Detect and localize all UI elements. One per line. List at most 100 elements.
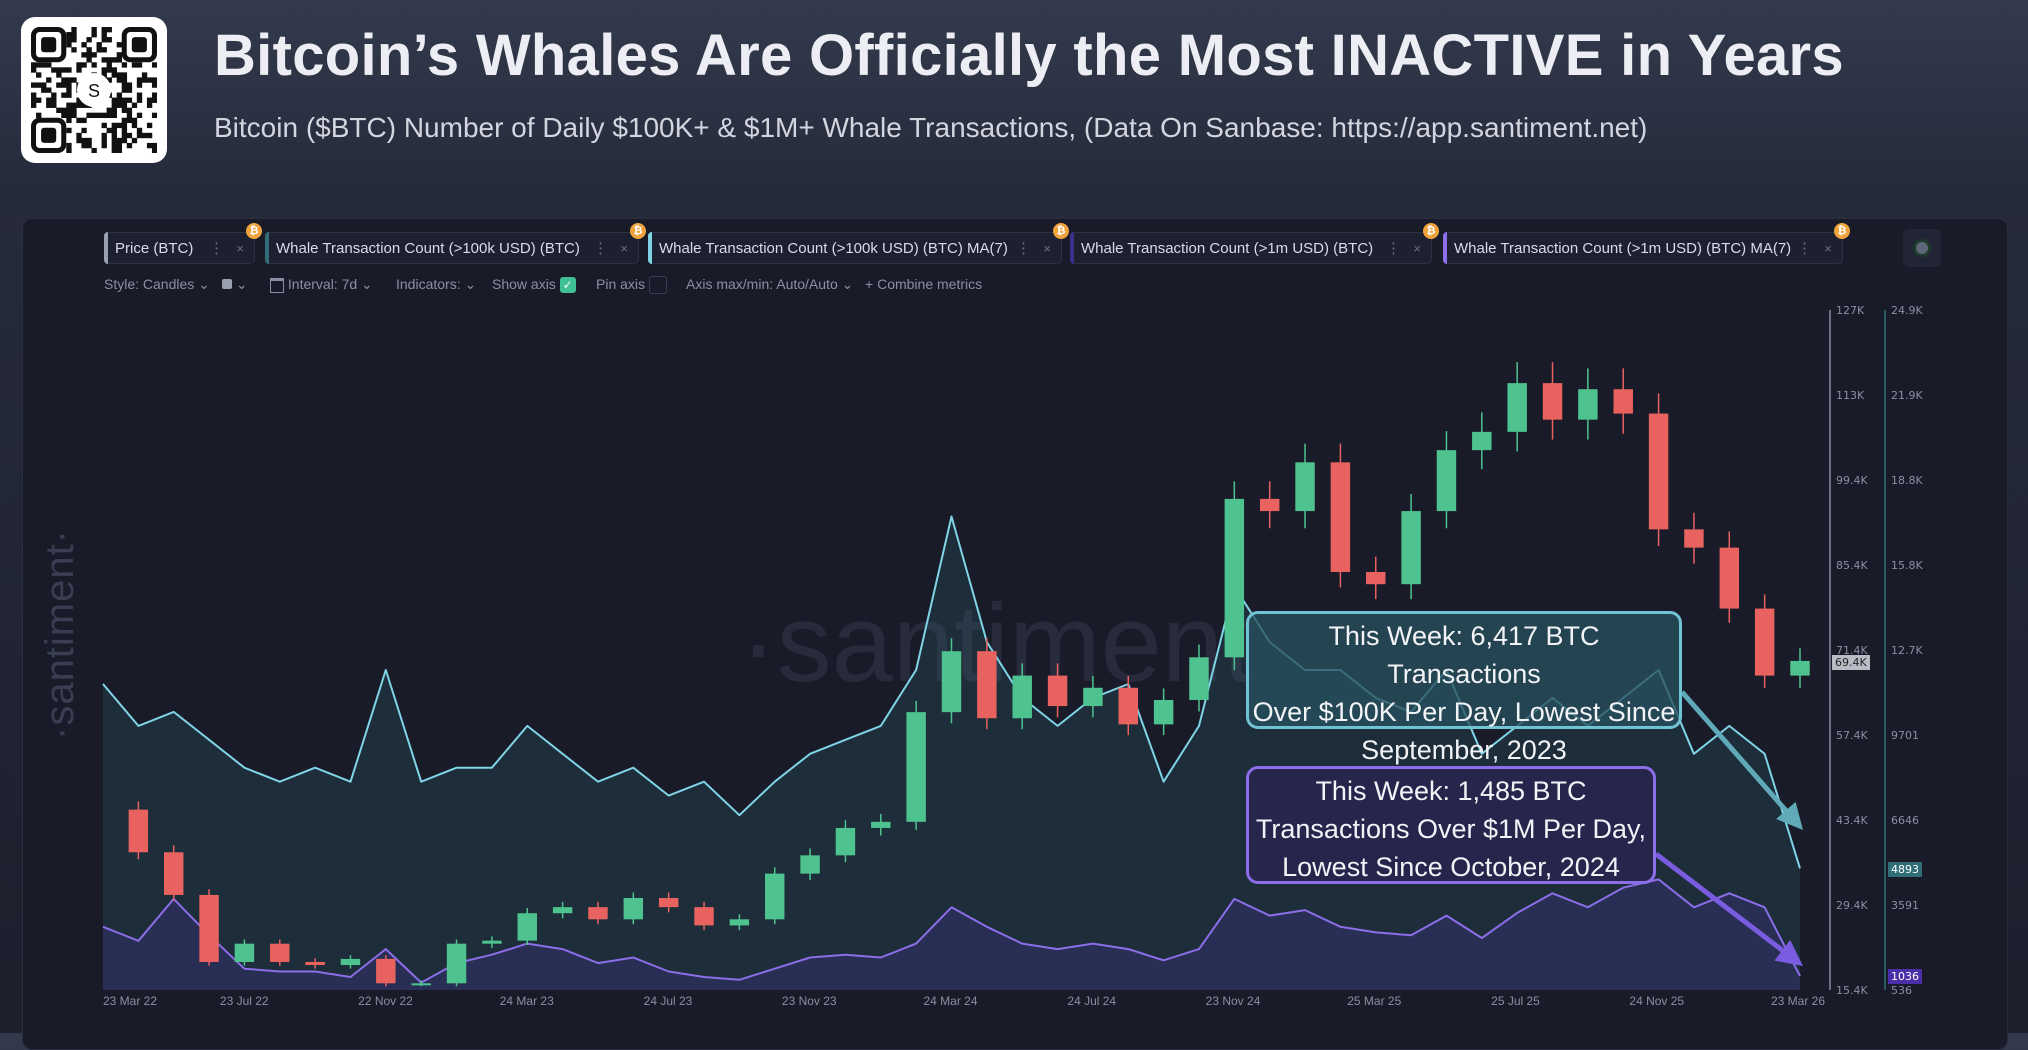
price-candle — [1472, 431, 1492, 451]
style-label: Style: Candles — [104, 276, 195, 292]
metric-chip[interactable]: Whale Transaction Count (>100k USD) (BTC… — [648, 223, 1069, 264]
chevron-down-icon: ⌄ — [361, 276, 373, 292]
plus-icon: + — [865, 276, 874, 292]
chevron-down-icon: ⌄ — [841, 276, 854, 292]
more-menu-icon[interactable]: ⋮ — [209, 240, 224, 257]
color-swatch-icon — [222, 279, 232, 289]
x-axis-tick: 24 Jul 24 — [1067, 994, 1116, 1008]
metric-color-bar — [1070, 232, 1074, 264]
price-candle — [1259, 498, 1280, 512]
page-title: Bitcoin’s Whales Are Officially the Most… — [214, 23, 1844, 88]
price-axis-tick: 99.4K — [1836, 474, 1868, 487]
price-candle — [1118, 687, 1138, 725]
price-candle — [1401, 511, 1421, 585]
count-axis-tick: 18.8K — [1891, 474, 1923, 487]
close-icon[interactable]: × — [236, 240, 244, 256]
svg-text:S: S — [88, 81, 100, 101]
price-axis-tick: 113K — [1836, 389, 1865, 402]
more-menu-icon[interactable]: ⋮ — [1016, 240, 1031, 257]
color-dropdown[interactable]: ⌄ — [222, 276, 248, 293]
price-candle — [1719, 547, 1740, 609]
price-candle — [1189, 657, 1209, 700]
count-axis-tick: 6646 — [1891, 814, 1919, 827]
price-candle — [163, 852, 184, 895]
price-candle — [588, 907, 608, 920]
metric-chip[interactable]: Whale Transaction Count (>1m USD) (BTC) … — [1443, 223, 1850, 264]
metric-chip[interactable]: Whale Transaction Count (>100k USD) (BTC… — [265, 223, 646, 264]
show-axis-label: Show axis — [492, 276, 556, 292]
x-axis-tick: 25 Jul 25 — [1491, 994, 1540, 1008]
combine-metrics-button[interactable]: + Combine metrics — [865, 276, 982, 292]
more-menu-icon[interactable]: ⋮ — [593, 240, 608, 257]
metric-label: Whale Transaction Count (>100k USD) (BTC… — [659, 239, 1008, 257]
price-candle — [1295, 462, 1315, 512]
close-icon[interactable]: × — [1413, 240, 1421, 256]
x-axis-tick: 25 Mar 25 — [1347, 994, 1401, 1008]
price-candle — [1153, 699, 1174, 725]
count-axis-tick: 15.8K — [1891, 559, 1923, 572]
whale-100k-last-badge: 4893 — [1888, 862, 1922, 877]
price-candle — [1330, 462, 1351, 573]
checkbox-checked-icon[interactable]: ✓ — [559, 277, 576, 294]
price-candle — [1047, 675, 1068, 707]
count-axis-tick: 12.7K — [1891, 644, 1923, 657]
metric-label: Whale Transaction Count (>1m USD) (BTC) … — [1454, 239, 1792, 257]
price-candle — [482, 940, 502, 944]
price-candle — [1613, 389, 1633, 414]
annotation-100k-arrow-shaft — [1680, 690, 1796, 821]
price-candle — [1542, 383, 1563, 420]
interval-dropdown[interactable]: Interval: 7d ⌄ — [270, 276, 373, 293]
price-axis-tick: 85.4K — [1836, 559, 1868, 572]
metric-chip[interactable]: Whale Transaction Count (>1m USD) (BTC) … — [1070, 223, 1439, 264]
annotation-1m-arrow-shaft — [1654, 852, 1793, 960]
price-axis-tick: 43.4K — [1836, 814, 1868, 827]
price-last-badge: 69.4K — [1832, 655, 1870, 670]
metric-color-bar — [1443, 232, 1447, 264]
whale-1m-ma-raw-area — [103, 879, 1800, 990]
metric-label: Whale Transaction Count (>100k USD) (BTC… — [276, 239, 580, 257]
price-candle — [765, 873, 785, 920]
indicators-dropdown[interactable]: Indicators: ⌄ — [396, 276, 476, 293]
status-dot-icon — [1916, 242, 1928, 254]
price-candle — [1436, 450, 1457, 512]
count-axis-tick: 21.9K — [1891, 389, 1923, 402]
x-axis-tick: 23 Mar 22 — [103, 994, 157, 1008]
price-candle — [199, 894, 219, 962]
annotation-100k: This Week: 6,417 BTC Transactions Over $… — [1246, 611, 1682, 765]
price-candle — [411, 983, 431, 986]
chevron-down-icon: ⌄ — [235, 276, 248, 292]
more-menu-icon[interactable]: ⋮ — [1386, 240, 1401, 257]
chart-settings-button[interactable] — [1903, 229, 1941, 267]
annotation-100k-line: This Week: 6,417 BTC Transactions — [1328, 621, 1600, 689]
bitcoin-icon: ₿ — [1053, 223, 1069, 239]
show-axis-toggle[interactable]: Show axis ✓ — [492, 276, 576, 294]
more-menu-icon[interactable]: ⋮ — [1797, 240, 1812, 257]
price-axis-tick: 29.4K — [1836, 899, 1868, 912]
price-candle — [128, 809, 149, 853]
price-axis-tick: 57.4K — [1836, 729, 1868, 742]
metric-chip[interactable]: Price (BTC) ⋮ × ₿ — [104, 223, 262, 264]
price-candle — [1648, 413, 1669, 530]
indicators-label: Indicators: — [396, 276, 461, 292]
price-candle — [517, 913, 537, 941]
x-axis-tick: 22 Nov 22 — [358, 994, 413, 1008]
metric-color-bar — [265, 232, 269, 264]
price-candle — [906, 712, 926, 822]
price-candle — [1578, 389, 1598, 420]
metric-color-bar — [648, 232, 652, 264]
price-candle — [658, 897, 679, 908]
style-dropdown[interactable]: Style: Candles ⌄ — [104, 276, 210, 293]
bitcoin-icon: ₿ — [1834, 223, 1850, 239]
pin-axis-toggle[interactable]: Pin axis — [596, 276, 667, 295]
close-icon[interactable]: × — [1043, 240, 1051, 256]
axis-maxmin-dropdown[interactable]: Axis max/min: Auto/Auto ⌄ — [686, 276, 853, 293]
price-axis-tick: 71.4K — [1836, 644, 1868, 657]
price-candle — [729, 919, 750, 926]
close-icon[interactable]: × — [620, 240, 628, 256]
price-axis-tick: 15.4K — [1836, 984, 1868, 997]
checkbox-unchecked-icon[interactable] — [648, 276, 667, 295]
price-candle — [871, 821, 891, 828]
close-icon[interactable]: × — [1824, 240, 1832, 256]
annotation-1m-line: Transactions Over $1M Per Day, — [1255, 814, 1647, 844]
